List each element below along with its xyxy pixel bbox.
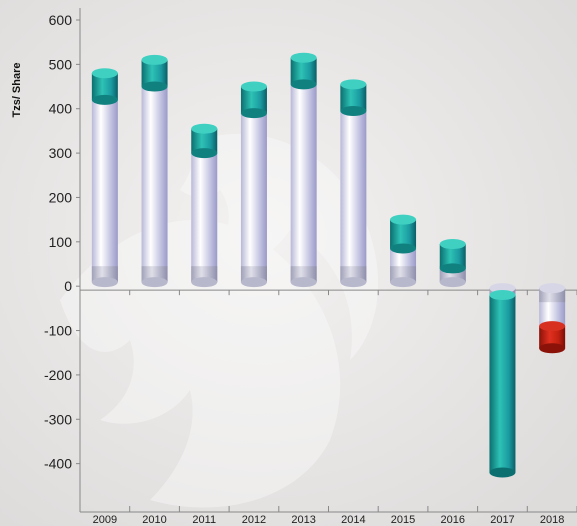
x-category-label: 2011 [192,514,216,526]
bar-top-ellipse [191,123,218,134]
bar-2014 [340,79,367,288]
bar-2013 [290,52,317,288]
bar-2015 [390,214,417,288]
bar-bottom-ellipse [390,277,417,288]
x-category-label: 2018 [540,514,564,526]
x-category-label: 2009 [93,514,117,526]
bar-2016 [439,239,466,288]
bar-top-ellipse [91,68,118,79]
bar-cap-bottom [390,243,417,254]
bar-bottom-ellipse [191,277,218,288]
bar-bottom-ellipse [290,277,317,288]
bar-bottom-ellipse [240,277,267,288]
bar-body [240,113,267,283]
y-tick-label: -100 [44,323,72,339]
bar-bottom-ellipse [340,277,367,288]
bar-bottom-ellipse [439,277,466,288]
x-category-label: 2010 [142,514,166,526]
bar-cap-bottom [340,105,367,116]
bar-cap-segment [539,326,566,349]
y-tick-label: 100 [49,234,73,250]
bar-cap-top [539,321,566,332]
bar-top-ellipse [340,79,367,90]
x-category-label: 2017 [490,514,514,526]
bar-body [141,86,168,283]
bar-body [91,99,118,283]
y-tick-label: -400 [44,456,72,472]
bar-cap-bottom [240,108,267,119]
bar-top-ellipse [240,81,267,92]
bar-2012 [240,81,267,288]
y-tick-label: 0 [64,278,72,294]
bar-bottom-ellipse [91,277,118,288]
bar-2018 [539,283,566,354]
bar-bottom-ellipse [141,277,168,288]
bar-2011 [191,123,218,288]
y-tick-label: 600 [49,12,73,28]
bar-top-ellipse [539,283,566,294]
bar-cap-bottom [191,148,218,159]
y-tick-label: -200 [44,367,72,383]
bar-2009 [91,68,118,288]
x-category-label: 2015 [391,514,415,526]
bar-top-ellipse [141,54,168,65]
bar-top-ellipse [439,239,466,250]
bar-2010 [141,54,168,288]
bar-cap-bottom [141,81,168,92]
y-tick-label: -300 [44,411,72,427]
bar-body [290,84,317,283]
y-tick-label: 200 [49,189,73,205]
labels: 600 500 400 300 200 100 0 -100 -200 -300 -400 Tzs/ … [11,12,564,526]
bar-cap-top [489,290,516,301]
y-axis-title: Tzs/ Share [11,62,23,117]
x-category-label: 2016 [441,514,465,526]
bar-cap-bottom [290,79,317,90]
bar-top-ellipse [290,52,317,63]
bar-cap-bottom [439,263,466,274]
bar-bottom-ellipse [539,343,566,354]
bar-2017 [489,283,516,478]
x-category-label: 2013 [291,514,315,526]
y-tick-label: 300 [49,145,73,161]
bars [91,52,566,478]
bar-body [191,153,218,283]
bar-cap-segment [489,295,516,473]
y-tick-label: 400 [49,101,73,117]
bar-body [340,110,367,283]
bar-bottom-ellipse [489,467,516,478]
x-category-label: 2012 [242,514,266,526]
y-tick-label: 500 [49,56,73,72]
bar-top-ellipse [489,283,516,294]
bar-cap-bottom [91,94,118,105]
x-category-label: 2014 [341,514,365,526]
bar-top-ellipse [390,214,417,225]
